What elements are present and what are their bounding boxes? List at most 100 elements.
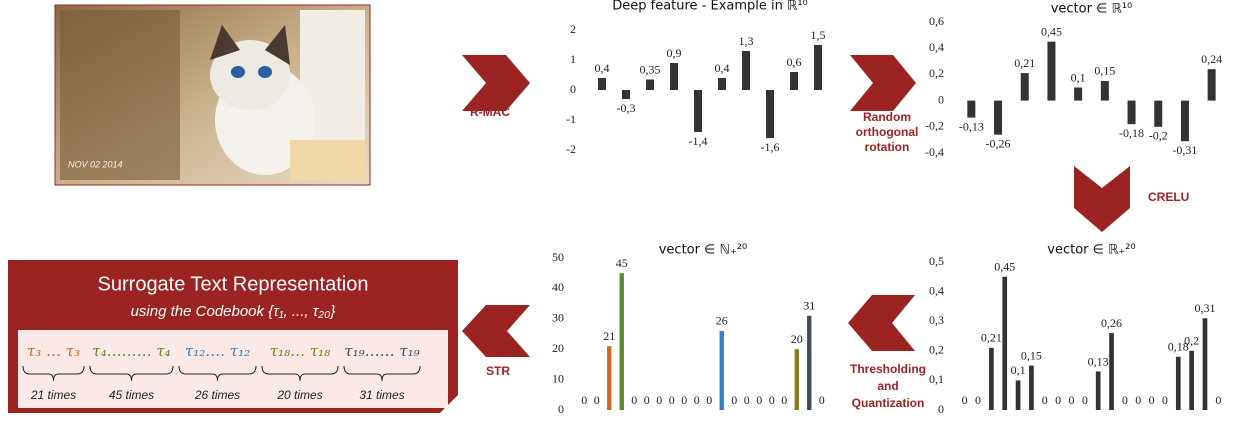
- value-label: 0,15: [1094, 64, 1115, 78]
- bar: [1180, 100, 1189, 142]
- y-tick-label: -1: [566, 112, 576, 126]
- value-label: -0,3: [617, 101, 636, 115]
- arrow-str: STR: [462, 305, 530, 378]
- value-label: 0: [744, 393, 750, 407]
- bar: [1175, 356, 1181, 410]
- value-label: 0,26: [1101, 316, 1122, 330]
- y-tick-label: 0: [938, 92, 944, 106]
- value-label: 0: [594, 393, 600, 407]
- chart-title: vector ∈ ℝ¹⁰: [1051, 2, 1133, 17]
- y-tick-label: 1: [570, 52, 576, 66]
- value-label: 31: [803, 299, 815, 313]
- value-label: 0: [769, 393, 775, 407]
- value-label: 0,21: [981, 331, 1002, 345]
- arrow-label: orthogonal: [856, 125, 919, 139]
- bar: [790, 72, 798, 90]
- chart-title: vector ∈ ℕ₊²⁰: [659, 243, 748, 258]
- value-label: -0,31: [1172, 143, 1197, 157]
- bar: [718, 78, 726, 90]
- bar: [1020, 73, 1029, 101]
- count-label: 31 times: [359, 388, 404, 402]
- value-label: 0: [656, 393, 662, 407]
- y-tick-label: 0,3: [929, 313, 944, 327]
- bar: [622, 90, 630, 99]
- bar: [742, 51, 750, 90]
- y-tick-label: 50: [552, 250, 564, 264]
- value-label: -0,26: [986, 136, 1011, 150]
- value-label: -1,4: [689, 134, 708, 148]
- y-tick-label: 20: [552, 341, 564, 355]
- bar: [794, 349, 799, 410]
- value-label: 0: [781, 393, 787, 407]
- value-label: 0: [1068, 393, 1074, 407]
- value-label: 0,18: [1168, 339, 1189, 353]
- brace: [89, 365, 174, 382]
- count-label: 45 times: [109, 388, 154, 402]
- y-tick-label: 40: [552, 280, 564, 294]
- arrow-label: rotation: [865, 140, 910, 154]
- value-label: 20: [791, 332, 803, 346]
- bar: [1002, 276, 1008, 410]
- value-label: -0,2: [1149, 129, 1168, 143]
- value-label: 0,24: [1201, 52, 1222, 66]
- y-tick-label: 0,1: [929, 372, 944, 386]
- arrow-label: R-MAC: [470, 105, 510, 119]
- arrow-crelu: CRELU: [1074, 166, 1189, 232]
- bar: [1127, 100, 1136, 125]
- value-label: 0: [756, 393, 762, 407]
- value-label: 0,4: [715, 61, 730, 75]
- value-label: 0: [1162, 393, 1168, 407]
- y-tick-label: -2: [566, 142, 576, 156]
- value-label: 0,6: [787, 55, 802, 69]
- bar: [807, 315, 812, 410]
- value-label: 0: [631, 393, 637, 407]
- bar: [994, 100, 1003, 135]
- count-label: 20 times: [276, 388, 322, 402]
- chart-title: Deep feature - Example in ℝ¹⁰: [612, 0, 808, 14]
- str-box: Surrogate Text Representation using the …: [8, 260, 458, 413]
- arrow-label: and: [877, 379, 898, 393]
- value-label: 0,31: [1194, 301, 1215, 315]
- y-tick-label: 0,4: [929, 283, 944, 297]
- brace: [22, 365, 85, 382]
- y-tick-label: 0: [938, 402, 944, 416]
- token-group: τ₁₂…. τ₁₂: [185, 342, 250, 360]
- brace: [178, 365, 257, 382]
- token-group: τ₁₉…… τ₁₉: [344, 342, 419, 360]
- y-tick-label: 0,5: [929, 254, 944, 268]
- y-tick-label: 0,2: [929, 343, 944, 357]
- str-subtitle: using the Codebook {τ₁, ..., τ₂₀}: [131, 303, 336, 320]
- value-label: 0,15: [1021, 348, 1042, 362]
- value-label: 0: [669, 393, 675, 407]
- bar: [1109, 333, 1114, 410]
- value-label: 0: [1055, 393, 1061, 407]
- token-group: τ₃ … τ₃: [27, 342, 80, 360]
- count-label: 21 times: [30, 388, 76, 402]
- bar: [1154, 100, 1163, 127]
- value-label: 0,2: [1184, 334, 1199, 348]
- bar: [1207, 69, 1216, 101]
- token-group: τ₄……… τ₄: [92, 342, 170, 360]
- brace: [343, 365, 421, 382]
- count-label: 26 times: [194, 388, 240, 402]
- bar: [1015, 380, 1021, 410]
- bar: [1189, 350, 1194, 410]
- value-label: 0: [962, 393, 968, 407]
- value-label: 0: [731, 393, 737, 407]
- arrow-label: CRELU: [1148, 190, 1189, 204]
- value-label: -1,6: [761, 140, 780, 154]
- photo-date: NOV 02 2014: [68, 159, 123, 169]
- bar: [1095, 371, 1101, 410]
- y-tick-label: 0: [558, 402, 564, 416]
- value-label: 0: [694, 393, 700, 407]
- value-label: 0,9: [667, 46, 682, 60]
- bar: [694, 90, 702, 132]
- y-tick-label: -0,4: [925, 145, 944, 159]
- value-label: -0,18: [1119, 126, 1144, 140]
- value-label: 0: [644, 393, 650, 407]
- value-label: -0,13: [959, 119, 984, 133]
- bar: [814, 45, 822, 90]
- value-label: 0: [1215, 393, 1221, 407]
- bar: [719, 330, 724, 410]
- brace: [261, 365, 339, 382]
